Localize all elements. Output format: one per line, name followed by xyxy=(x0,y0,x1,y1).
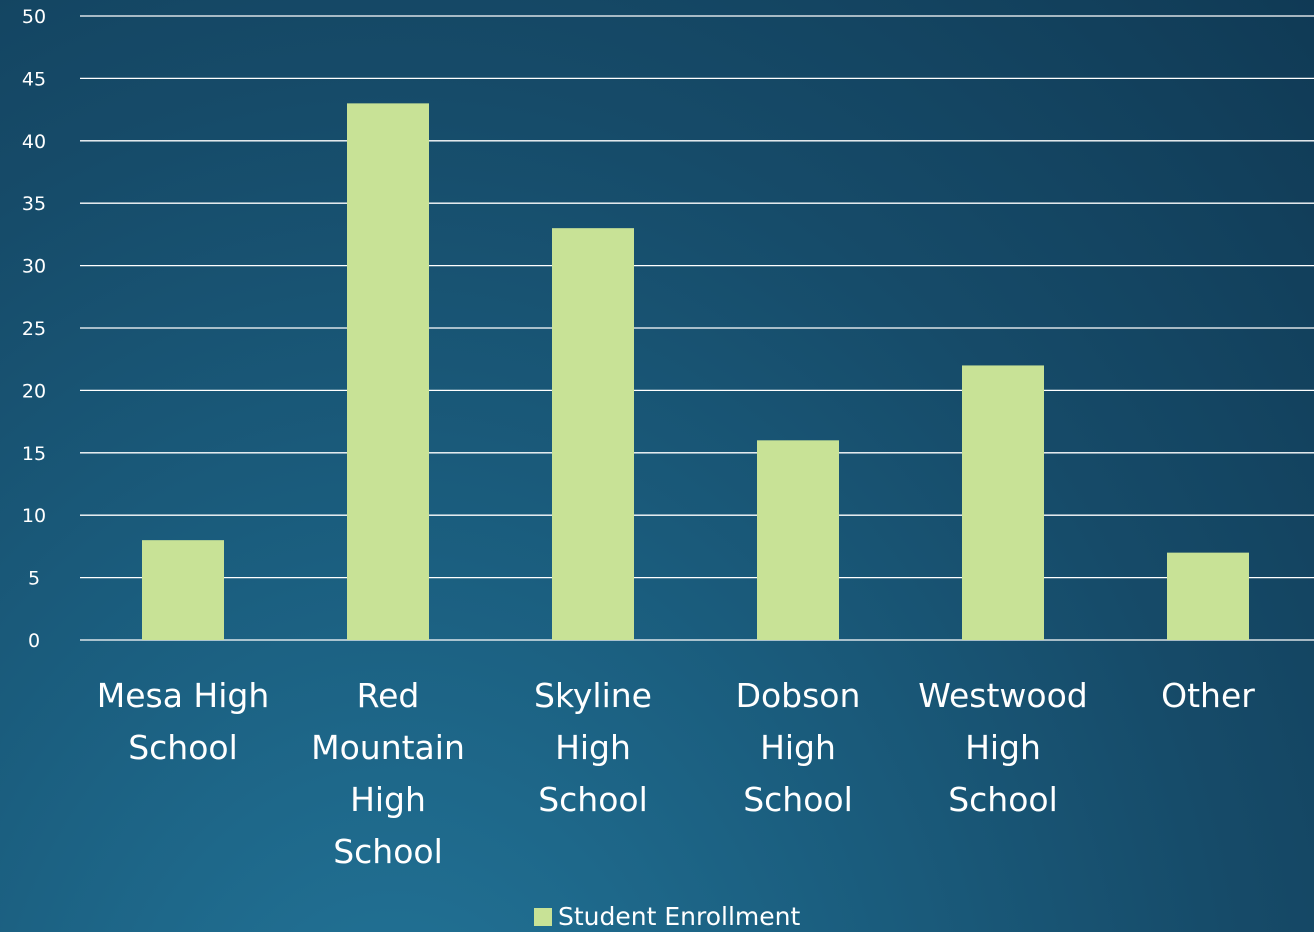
x-category-label-4: Westwood High School xyxy=(918,676,1087,819)
bar-5 xyxy=(1167,552,1249,640)
y-tick-label-20: 20 xyxy=(22,380,46,402)
y-tick-label-35: 35 xyxy=(22,193,46,215)
y-tick-label-15: 15 xyxy=(22,443,46,465)
bar-4 xyxy=(962,365,1044,640)
x-category-label-5: Other xyxy=(1161,676,1255,715)
bar-1 xyxy=(347,103,429,641)
bar-3 xyxy=(757,440,839,640)
y-tick-label-40: 40 xyxy=(22,131,46,153)
x-category-label-0: Mesa High School xyxy=(97,676,270,767)
legend-swatch xyxy=(534,908,552,926)
y-tick-label-50: 50 xyxy=(22,6,46,28)
bar-0 xyxy=(142,540,224,640)
legend: Student Enrollment xyxy=(534,903,800,931)
bar-2 xyxy=(552,228,634,640)
y-tick-label-30: 30 xyxy=(22,256,46,278)
legend-label-student-enrollment: Student Enrollment xyxy=(558,902,801,931)
x-category-label-2: Skyline High School xyxy=(534,676,652,819)
y-tick-label-0: 0 xyxy=(28,630,40,652)
y-tick-label-45: 45 xyxy=(22,68,46,90)
x-category-label-1: Red Mountain High School xyxy=(311,676,465,871)
x-category-label-3: Dobson High School xyxy=(736,676,861,819)
y-tick-label-10: 10 xyxy=(22,505,46,527)
y-tick-label-5: 5 xyxy=(28,568,40,590)
y-tick-label-25: 25 xyxy=(22,318,46,340)
